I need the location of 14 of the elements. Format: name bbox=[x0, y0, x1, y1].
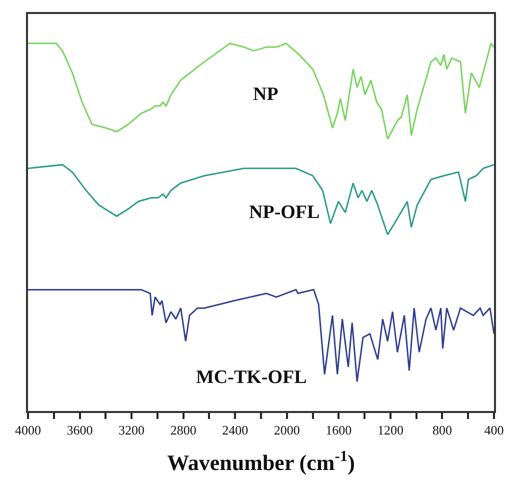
series-label: NP bbox=[253, 84, 279, 105]
series-label: MC-TK-OFL bbox=[196, 367, 307, 388]
x-tick-label: 2400 bbox=[222, 422, 248, 438]
x-tick-label: 1200 bbox=[377, 422, 404, 438]
x-axis-title: Wavenumber (cm$^{-1}$) bbox=[167, 448, 355, 475]
x-tick-label: 4000 bbox=[15, 422, 41, 438]
x-tick-label: 3200 bbox=[118, 422, 145, 438]
x-tick-label: 1600 bbox=[326, 422, 352, 438]
x-tick-label: 2000 bbox=[274, 422, 300, 438]
x-tick-label: 400 bbox=[484, 422, 504, 438]
x-tick-label: 2800 bbox=[170, 422, 196, 438]
series-label: NP-OFL bbox=[249, 202, 320, 223]
x-tick-label: 3600 bbox=[66, 422, 93, 438]
x-tick-label: 800 bbox=[432, 422, 452, 438]
